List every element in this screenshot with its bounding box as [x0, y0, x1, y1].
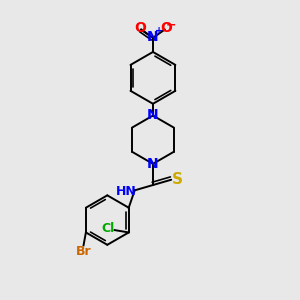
Text: O: O: [160, 21, 172, 35]
Text: S: S: [172, 172, 183, 187]
Text: Cl: Cl: [101, 222, 115, 236]
Text: O: O: [134, 21, 146, 35]
Text: Br: Br: [76, 245, 91, 258]
Text: −: −: [166, 19, 176, 32]
Text: N: N: [147, 30, 159, 44]
Text: HN: HN: [116, 185, 136, 198]
Text: N: N: [147, 158, 159, 171]
Text: +: +: [155, 26, 163, 36]
Text: N: N: [147, 108, 159, 122]
